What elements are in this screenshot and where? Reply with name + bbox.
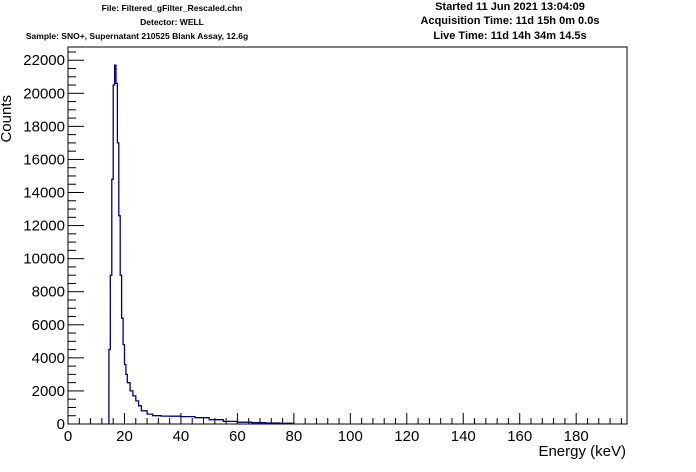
x-tick-label: 0	[64, 428, 72, 445]
x-tick-label: 120	[394, 428, 419, 445]
x-tick-label: 160	[507, 428, 532, 445]
y-tick-label: 14000	[23, 185, 65, 202]
spectrum-line	[108, 64, 295, 424]
x-tick-label: 60	[229, 428, 246, 445]
x-axis-title: Energy (keV)	[538, 443, 626, 460]
x-tick-label: 40	[173, 428, 190, 445]
y-axis-title: Counts	[0, 95, 15, 143]
y-tick-label: 4000	[32, 350, 65, 367]
y-tick-label: 22000	[23, 52, 65, 69]
y-tick-label: 10000	[23, 251, 65, 268]
y-tick-label: 16000	[23, 151, 65, 168]
y-tick-label: 20000	[23, 85, 65, 102]
live-time-label: Live Time: 11d 14h 34m 14.5s	[433, 30, 587, 42]
y-tick-label: 8000	[32, 284, 65, 301]
y-tick-label: 2000	[32, 383, 65, 400]
x-tick-label: 80	[286, 428, 303, 445]
acquisition-time-label: Acquisition Time: 11d 15h 0m 0.0s	[420, 15, 600, 27]
started-label: Started 11 Jun 2021 13:04:09	[435, 1, 585, 13]
x-tick-label: 140	[451, 428, 476, 445]
y-tick-label: 12000	[23, 218, 65, 235]
detector-label: Detector: WELL	[140, 17, 204, 27]
file-label: File: Filtered_gFilter_Rescaled.chn	[101, 3, 243, 13]
x-tick-label: 180	[564, 428, 589, 445]
sample-label: Sample: SNO+, Supernatant 210525 Blank A…	[25, 31, 249, 41]
x-tick-label: 20	[116, 428, 133, 445]
x-tick-label: 100	[338, 428, 363, 445]
y-tick-label: 6000	[32, 317, 65, 334]
plot-frame	[67, 46, 628, 425]
y-tick-label: 0	[57, 416, 65, 433]
y-tick-label: 18000	[23, 118, 65, 135]
